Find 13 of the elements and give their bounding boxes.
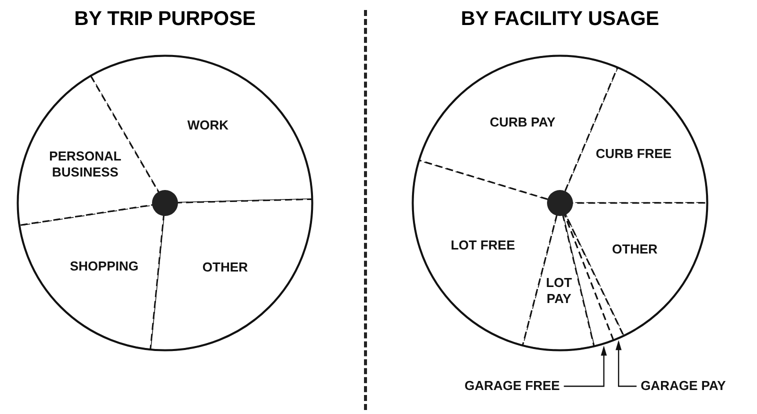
slice-label: SHOPPING (70, 258, 138, 274)
chart-title: BY TRIP PURPOSE (73, 8, 257, 31)
slice-label: LOT FREE (450, 238, 516, 253)
slice-label: CURB FREE (596, 146, 672, 161)
slice-label: OTHER (612, 242, 658, 257)
slice-label: CURB PAY (490, 114, 556, 130)
slice-label: WORK (187, 117, 230, 132)
slice-label: OTHER (202, 259, 249, 274)
slice-label: GARAGE FREE (464, 378, 560, 393)
slice-label: PERSONAL BUSINESS (49, 148, 122, 180)
slice-label: LOT PAY (546, 274, 572, 306)
slice-label: GARAGE PAY (640, 378, 726, 393)
chart-title: BY FACILITY USAGE (460, 8, 660, 31)
